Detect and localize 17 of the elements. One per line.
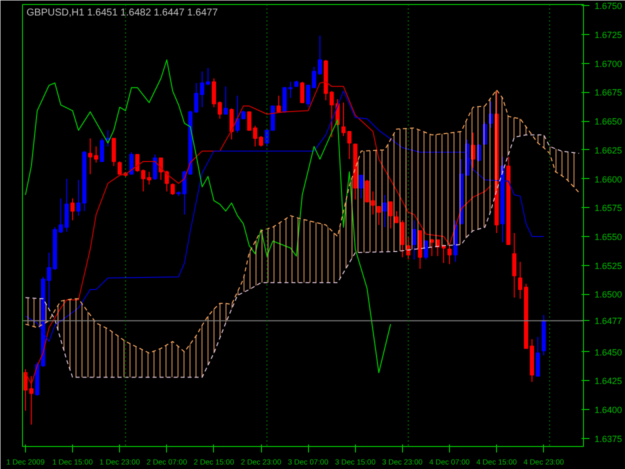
y-tick-label: 1.6600 <box>594 174 622 184</box>
y-tick-label: 1.6525 <box>594 260 622 271</box>
y-tick-label: 1.6550 <box>594 232 622 242</box>
y-tick-label: 1.6425 <box>594 376 622 386</box>
y-tick-label: 1.6400 <box>594 405 622 416</box>
y-tick-label: 1.6650 <box>594 116 622 127</box>
y-tick-label: 1.6575 <box>594 203 622 214</box>
y-tick-label: 1.6450 <box>594 347 622 358</box>
y-tick-label: 1.6625 <box>594 145 622 156</box>
chart-title: GBPUSD,H1 1.6451 1.6482 1.6447 1.6477 <box>26 8 218 18</box>
y-tick-label: 1.6500 <box>594 290 622 300</box>
y-tick-label: 1.6750 <box>594 1 622 12</box>
y-tick-label: 1.6725 <box>594 30 622 40</box>
y-tick-label: 1.6375 <box>594 434 622 444</box>
y-tick-label: 1.6700 <box>594 58 622 69</box>
y-tick-label: 1.6675 <box>594 88 622 98</box>
ref-line-label: 1.6477 <box>594 316 622 326</box>
